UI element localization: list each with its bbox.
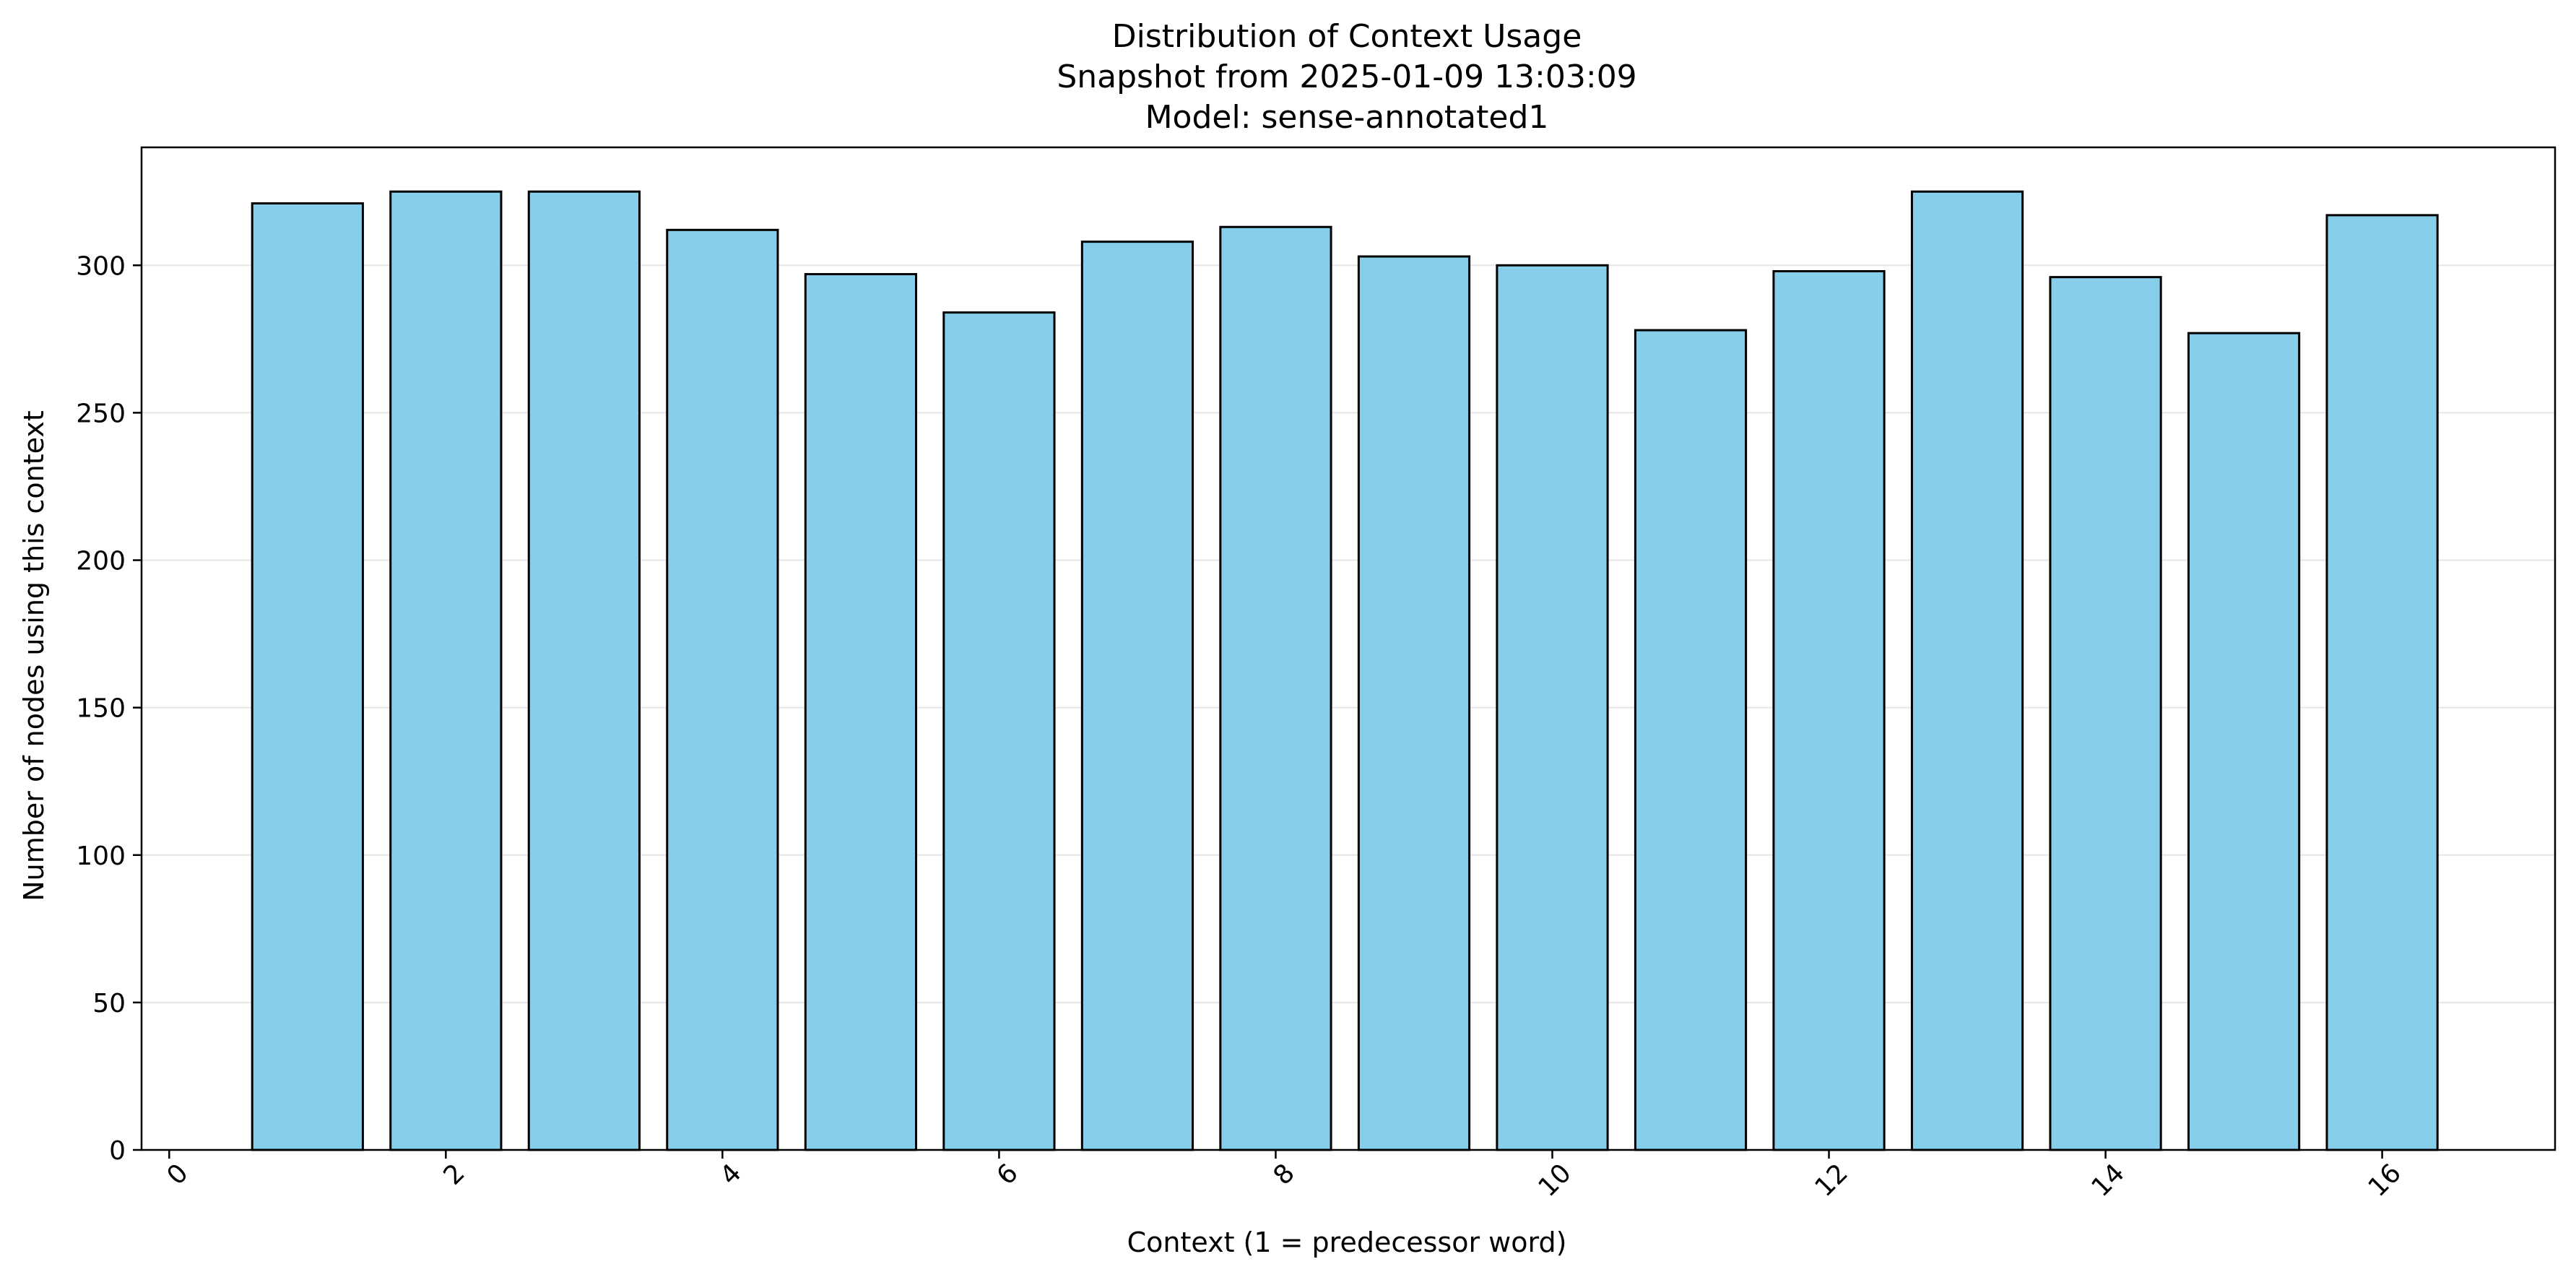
y-tick-label: 150 xyxy=(76,694,126,724)
bar-context-2 xyxy=(389,190,503,1151)
chart-title: Distribution of Context Usage Snapshot f… xyxy=(1057,18,1636,136)
x-tick-label: 4 xyxy=(715,1159,747,1191)
bar-context-9 xyxy=(1357,255,1471,1151)
bar-context-15 xyxy=(2187,332,2301,1151)
chart-title-line-3: Model: sense-annotated1 xyxy=(1145,99,1549,136)
y-tick-label: 100 xyxy=(76,841,126,871)
bar-context-7 xyxy=(1080,241,1194,1151)
bar-context-11 xyxy=(1634,329,1748,1151)
bars xyxy=(251,190,2439,1151)
y-tick-label: 0 xyxy=(109,1136,126,1166)
chart-title-line-2: Snapshot from 2025-01-09 13:03:09 xyxy=(1057,59,1636,95)
x-tick-label: 14 xyxy=(2086,1159,2130,1203)
bar-context-4 xyxy=(666,228,779,1151)
x-tick-label: 2 xyxy=(438,1159,471,1191)
bar-context-5 xyxy=(804,273,918,1151)
plot-frame xyxy=(140,146,2557,1151)
y-tick-label: 300 xyxy=(76,251,126,281)
x-tick-label: 6 xyxy=(992,1159,1024,1191)
bar-context-14 xyxy=(2049,276,2162,1151)
x-axis-label: Context (1 = predecessor word) xyxy=(1127,1226,1567,1258)
y-axis-ticks: 0 50 100 150 200 250 300 xyxy=(76,251,142,1166)
bar-context-12 xyxy=(1772,269,1886,1151)
bar-context-3 xyxy=(527,190,641,1151)
x-tick-label: 12 xyxy=(1810,1159,1854,1203)
x-tick-label: 16 xyxy=(2363,1159,2407,1203)
y-tick-label: 200 xyxy=(76,547,126,576)
x-tick-label: 8 xyxy=(1268,1159,1301,1191)
y-tick-label: 50 xyxy=(92,989,126,1018)
bar-context-6 xyxy=(942,311,1056,1151)
bar-context-10 xyxy=(1496,264,1609,1151)
x-tick-label: 10 xyxy=(1532,1159,1577,1203)
y-axis-label: Number of nodes using this context xyxy=(18,410,50,901)
x-tick-label: 0 xyxy=(161,1159,194,1191)
bar-context-16 xyxy=(2325,214,2439,1151)
bar-context-1 xyxy=(251,202,364,1151)
y-tick-label: 250 xyxy=(76,399,126,428)
bar-context-8 xyxy=(1219,225,1332,1151)
bar-context-13 xyxy=(1910,190,2024,1151)
chart-title-line-1: Distribution of Context Usage xyxy=(1112,18,1582,55)
x-axis-ticks: 0 2 4 6 8 10 12 14 16 xyxy=(161,1150,2407,1203)
